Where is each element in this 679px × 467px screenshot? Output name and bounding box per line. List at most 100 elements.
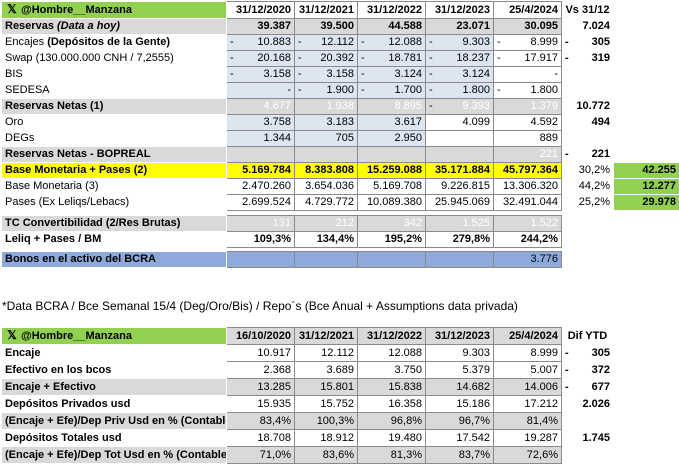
brand-handle: @Hombre__Manzana [21, 330, 132, 342]
cell: 9.226.815 [425, 178, 494, 195]
cell: 5.169.708 [357, 178, 426, 195]
cell: -12.112 [294, 34, 358, 51]
cell: 5.007 [493, 361, 562, 379]
table-row: Depósitos Privados usd 15.935 15.752 16.… [1, 395, 679, 413]
cell: -3.158 [294, 66, 358, 83]
cell: 3.654.036 [294, 178, 358, 195]
row-label: Pases (Ex Leliqs/Lebacs) [1, 194, 227, 211]
row-label: Swap (130.000.000 CNH / 7,2555) [1, 50, 227, 67]
row-label: Reservas Netas (1) [1, 98, 227, 115]
col-header: 31/12/2021 [294, 1, 358, 19]
col-header: 31/12/2022 [357, 1, 426, 19]
vs-cell: -319 [561, 50, 614, 67]
cell: 2.368 [226, 361, 295, 379]
cell: -9.393 [425, 98, 494, 115]
cell: - [226, 82, 295, 99]
cell [226, 251, 295, 268]
row-label: SEDESA [1, 82, 227, 99]
cell: 212 [294, 215, 358, 232]
dif-cell: 2.026 [561, 395, 614, 413]
cell: -20.168 [226, 50, 295, 67]
cell: 18.912 [294, 429, 358, 447]
cell: - [493, 66, 562, 83]
row-label: Depósitos Totales usd [1, 429, 227, 447]
table-row: Reservas Netas - BOPREAL 221 -221 [1, 146, 679, 163]
col-header: 25/4/2024 [493, 1, 562, 19]
cell: 4.099 [425, 114, 494, 131]
cell: 1.522 [493, 215, 562, 232]
col-header: 16/10/2020 [226, 327, 295, 345]
cell: 72,6% [493, 446, 562, 464]
cell: 3.689 [294, 361, 358, 379]
cell: 15.186 [425, 395, 494, 413]
vs-cell [561, 215, 614, 232]
cell [425, 130, 494, 147]
table-row: Base Monetaria + Pases (2) 5.169.784 8.3… [1, 162, 679, 179]
brand-tag: 𝕏 @Hombre__Manzana [1, 1, 227, 19]
vs-cell [561, 82, 614, 99]
cell [425, 146, 494, 163]
x-logo-icon: 𝕏 [7, 2, 17, 17]
cell: 96,8% [357, 412, 426, 430]
pct-cell: 44,2% [561, 178, 614, 195]
vs-cell [561, 130, 614, 147]
col-header: 31/12/2021 [294, 327, 358, 345]
cell [425, 251, 494, 268]
cell: 39.387 [226, 18, 295, 35]
cell: 109,3% [226, 231, 295, 248]
cell: 15.935 [226, 395, 295, 413]
cell: 1.344 [226, 130, 295, 147]
cell: 17.212 [493, 395, 562, 413]
usd-cell: 29.978 [613, 194, 679, 211]
cell: 17.542 [425, 429, 494, 447]
cell: 23.071 [425, 18, 494, 35]
table-row: Oro 3.758 3.183 3.617 4.099 4.592 494 [1, 114, 679, 131]
cell: -10.883 [226, 34, 295, 51]
cell: 342 [357, 215, 426, 232]
cell: -12.088 [357, 34, 426, 51]
x-logo-icon: 𝕏 [7, 328, 17, 343]
table-row: Efectivo en los bcos 2.368 3.689 3.750 5… [1, 361, 679, 379]
dif-cell [561, 412, 614, 430]
cell: 15.752 [294, 395, 358, 413]
table-row: Reservas Netas (1) 4.677 1.938 8.895 -9.… [1, 98, 679, 115]
col-header: 31/12/2023 [425, 1, 494, 19]
col-header-dif: Dif YTD [561, 327, 614, 345]
usd-cell: 42.255 [613, 162, 679, 179]
cell: 5.379 [425, 361, 494, 379]
row-label: (Encaje + Efe)/Dep Priv Usd en % (Contab… [1, 412, 227, 430]
usd-cell: 12.277 [613, 178, 679, 195]
cell: 19.287 [493, 429, 562, 447]
table-header-row: 𝕏 @Hombre__Manzana 31/12/2020 31/12/2021 … [1, 1, 679, 19]
row-label: Reservas (Data a hoy) [1, 18, 227, 35]
table-row: Encaje 10.917 12.112 12.088 9.303 8.999 … [1, 344, 679, 362]
table-row: (Encaje + Efe)/Dep Tot Usd en % (Contabl… [1, 446, 679, 464]
cell: 8.895 [357, 98, 426, 115]
row-label: Leliq + Pases / BM [1, 231, 227, 248]
cell: 81,3% [357, 446, 426, 464]
cell: 13.285 [226, 378, 295, 396]
cell: -1.700 [357, 82, 426, 99]
col-header: 25/4/2024 [493, 327, 562, 345]
cell: 96,7% [425, 412, 494, 430]
cell: -8.999 [493, 34, 562, 51]
cell: 12.112 [294, 344, 358, 362]
cell: 8.383.808 [294, 162, 358, 179]
reserves-table: 𝕏 @Hombre__Manzana 31/12/2020 31/12/2021 … [1, 1, 679, 268]
cell: 5.169.784 [226, 162, 295, 179]
vs-cell: -305 [561, 34, 614, 51]
row-label: DEGs [1, 130, 227, 147]
cell [357, 146, 426, 163]
table-row: Pases (Ex Leliqs/Lebacs) 2.699.524 4.729… [1, 194, 679, 211]
cell: 3.750 [357, 361, 426, 379]
vs-cell: 494 [561, 114, 614, 131]
cell: 3.776 [493, 251, 562, 268]
cell: 35.171.884 [425, 162, 494, 179]
cell: 2.699.524 [226, 194, 295, 211]
cell: 10.917 [226, 344, 295, 362]
col-header: 31/12/2020 [226, 1, 295, 19]
table-row: (Encaje + Efe)/Dep Priv Usd en % (Contab… [1, 412, 679, 430]
dif-cell: -305 [561, 344, 614, 362]
table-row: Reservas (Data a hoy) 39.387 39.500 44.5… [1, 18, 679, 35]
cell: 32.491.044 [493, 194, 562, 211]
